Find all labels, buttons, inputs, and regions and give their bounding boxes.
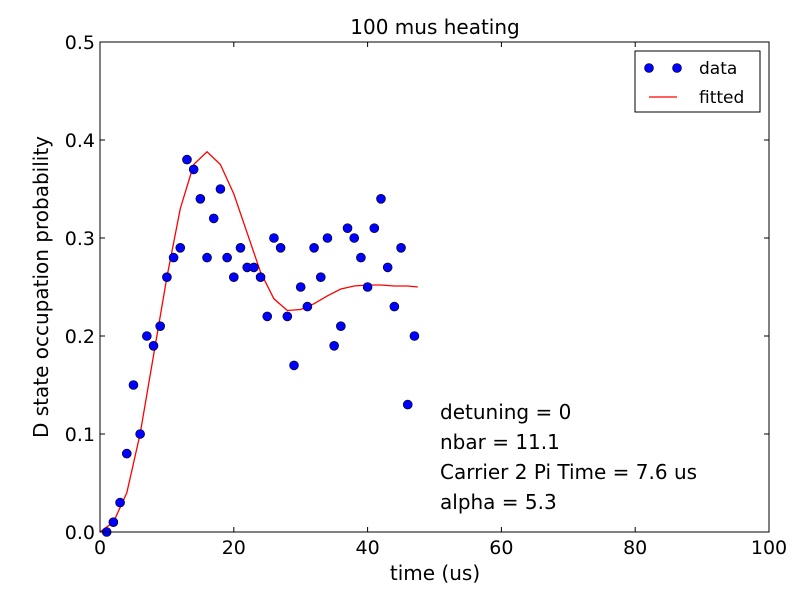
- data-point: [389, 301, 400, 312]
- data-point: [376, 194, 386, 204]
- data-point: [249, 262, 259, 273]
- data-point: [295, 282, 306, 292]
- x-tick-label: 100: [751, 537, 787, 559]
- data-point: [349, 233, 360, 243]
- annotation-text: detuning = 0: [440, 400, 571, 424]
- data-point: [188, 164, 199, 175]
- data-point: [315, 272, 326, 283]
- x-axis-label: time (us): [390, 561, 480, 585]
- data-point: [342, 223, 353, 233]
- data-point: [229, 272, 239, 283]
- data-point: [336, 321, 346, 332]
- plot-area: [100, 42, 769, 532]
- data-point: [402, 399, 413, 410]
- y-tick-label: 0.4: [65, 130, 95, 152]
- data-point: [142, 331, 152, 341]
- x-tick-label: 40: [356, 537, 380, 559]
- data-point: [235, 243, 246, 253]
- x-tick-label: 60: [489, 537, 513, 559]
- legend-marker-data: [672, 63, 682, 73]
- y-tick-label: 0.1: [65, 424, 95, 446]
- data-point: [255, 272, 266, 283]
- y-tick-label: 0.2: [65, 326, 95, 348]
- x-tick-label: 80: [623, 537, 647, 559]
- y-tick-label: 0.5: [65, 32, 95, 54]
- x-tick-label: 0: [94, 537, 106, 559]
- data-point: [322, 233, 333, 243]
- chart-title: 100 mus heating: [350, 15, 519, 39]
- legend-label: fitted: [699, 88, 744, 108]
- data-point: [148, 340, 159, 351]
- data-point: [409, 331, 420, 341]
- data-point: [302, 301, 313, 312]
- y-tick-label: 0.3: [65, 228, 95, 250]
- annotation-text: Carrier 2 Pi Time = 7.6 us: [440, 460, 697, 484]
- data-point: [108, 517, 119, 528]
- y-axis-label: D state occupation probability: [29, 136, 53, 438]
- data-point: [275, 243, 286, 253]
- data-point: [329, 340, 339, 351]
- annotation-text: nbar = 11.1: [440, 430, 560, 454]
- data-point: [155, 321, 166, 332]
- data-point: [269, 233, 279, 243]
- axes-frame: [99, 41, 770, 533]
- annotation-text: alpha = 5.3: [440, 490, 557, 514]
- data-point: [362, 282, 373, 292]
- data-point: [128, 380, 139, 390]
- y-tick-label: 0.0: [65, 522, 95, 544]
- data-point: [282, 311, 293, 322]
- data-point: [369, 223, 380, 233]
- data-point: [382, 262, 393, 273]
- data-point: [182, 154, 192, 165]
- legend-label: data: [699, 59, 737, 79]
- data-point: [202, 252, 212, 263]
- data-point: [309, 243, 319, 253]
- data-point: [168, 252, 179, 263]
- legend-box: [634, 50, 761, 113]
- data-point: [356, 252, 366, 263]
- data-point: [208, 213, 219, 224]
- data-point: [135, 429, 145, 439]
- data-point: [396, 243, 406, 253]
- data-point: [262, 311, 273, 322]
- x-tick-label: 20: [222, 537, 246, 559]
- legend-marker-data: [644, 63, 654, 73]
- data-point: [222, 252, 232, 263]
- data-point: [121, 448, 132, 459]
- data-point: [195, 194, 206, 204]
- data-point: [175, 243, 186, 253]
- data-point: [115, 497, 125, 508]
- data-point: [289, 360, 299, 371]
- data-point: [215, 184, 226, 194]
- data-point: [162, 272, 172, 283]
